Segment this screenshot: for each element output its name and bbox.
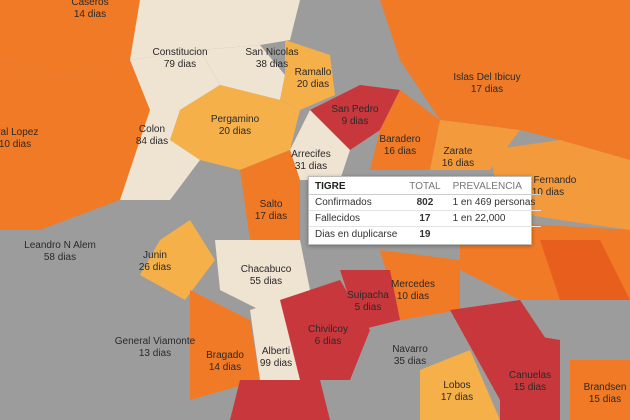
- region: [370, 90, 440, 170]
- region-days: 15 dias: [589, 394, 621, 405]
- region-name: Junin: [143, 250, 167, 261]
- region-days: 6 dias: [315, 336, 342, 347]
- tooltip-table: TIGRE TOTAL PREVALENCIA Confirmados 802 1 en…: [309, 179, 542, 242]
- region: [230, 380, 330, 420]
- region-days: 10 dias: [397, 291, 429, 302]
- region-days: 58 dias: [44, 252, 76, 263]
- region: [215, 240, 310, 310]
- region-name: Lobos: [443, 380, 470, 391]
- region: [120, 110, 200, 200]
- region-days: 14 dias: [74, 9, 106, 20]
- region-name: San Nicolas: [245, 47, 298, 58]
- region-days: 17 dias: [255, 211, 287, 222]
- region: [190, 290, 260, 400]
- region-name: Navarro: [392, 344, 428, 355]
- region-name: General Viamonte: [115, 336, 196, 347]
- region: [380, 0, 630, 160]
- region-name: Constitucion: [152, 47, 207, 58]
- region: [290, 110, 350, 180]
- region: [280, 280, 370, 380]
- region: [240, 150, 300, 240]
- region-name: Suipacha: [347, 290, 389, 301]
- region-name: Alberti: [262, 346, 290, 357]
- region-days: 55 dias: [250, 276, 282, 287]
- region-name: Mercedes: [391, 279, 435, 290]
- region: [280, 40, 335, 110]
- tooltip: TIGRE TOTAL PREVALENCIA Confirmados 802 1 en…: [308, 176, 542, 245]
- region-name: Leandro N Alem: [24, 240, 96, 251]
- region: [0, 200, 170, 300]
- row-label: Fallecidos: [309, 210, 404, 227]
- region-days: 13 dias: [139, 348, 171, 359]
- column-header: TOTAL: [403, 179, 447, 195]
- region: [0, 60, 150, 230]
- region-name: Caseros: [71, 0, 108, 8]
- region-days: 17 dias: [471, 84, 503, 95]
- region-name: Chivilcoy: [308, 324, 348, 335]
- row-label: Confirmados: [309, 194, 404, 211]
- region-name: Islas Del Ibicuy: [453, 72, 520, 83]
- region: [170, 85, 300, 170]
- region-name: Bragado: [206, 350, 244, 361]
- region-name: an Fernando: [520, 175, 577, 186]
- cell: 17: [403, 210, 447, 227]
- region: [420, 350, 500, 420]
- region-name: Pergamino: [211, 114, 260, 125]
- region-days: 17 dias: [441, 392, 473, 403]
- region: [130, 50, 220, 110]
- region: [570, 360, 630, 420]
- region: [310, 85, 400, 150]
- region-name: Canuelas: [509, 370, 551, 381]
- region-days: 79 dias: [164, 59, 196, 70]
- region-name: Salto: [260, 199, 283, 210]
- cell: 802: [403, 194, 447, 211]
- region: [130, 0, 300, 60]
- region-days: 26 dias: [139, 262, 171, 273]
- cell: 19: [403, 226, 447, 242]
- region-name: eral Lopez: [0, 127, 38, 138]
- region-name: Chacabuco: [241, 264, 292, 275]
- region-days: 10 dias: [0, 139, 31, 150]
- region-days: 9 dias: [342, 116, 369, 127]
- region-name: Baradero: [379, 134, 421, 145]
- region: [140, 220, 215, 300]
- column-header: PREVALENCIA: [446, 179, 542, 195]
- region-days: 16 dias: [442, 158, 474, 169]
- region: [0, 0, 140, 80]
- region-name: Brandsen: [584, 382, 627, 393]
- region-days: 31 dias: [295, 161, 327, 172]
- region-days: 14 dias: [209, 362, 241, 373]
- region-days: 15 dias: [514, 382, 546, 393]
- region-name: Arrecifes: [291, 149, 330, 160]
- cell: 1 en 22,000: [446, 210, 542, 227]
- row-label: Dias en duplicarse: [309, 226, 404, 242]
- region: [380, 250, 460, 320]
- region-name: Zarate: [444, 146, 473, 157]
- region: [200, 45, 285, 100]
- region-name: San Pedro: [331, 104, 379, 115]
- region-days: 16 dias: [384, 146, 416, 157]
- cell: 1 en 469 personas: [446, 194, 542, 211]
- region-name: Colon: [139, 124, 165, 135]
- region-name: Ramallo: [295, 67, 332, 78]
- region-days: 84 dias: [136, 136, 168, 147]
- tooltip-title: TIGRE: [309, 179, 404, 195]
- region-days: 99 dias: [260, 358, 292, 369]
- region: [540, 240, 630, 300]
- region-days: 38 dias: [256, 59, 288, 70]
- region-days: 5 dias: [355, 302, 382, 313]
- region-days: 35 dias: [394, 356, 426, 367]
- region-days: 20 dias: [297, 79, 329, 90]
- region-days: 10 dias: [532, 187, 564, 198]
- region-days: 20 dias: [219, 126, 251, 137]
- region: [500, 330, 560, 420]
